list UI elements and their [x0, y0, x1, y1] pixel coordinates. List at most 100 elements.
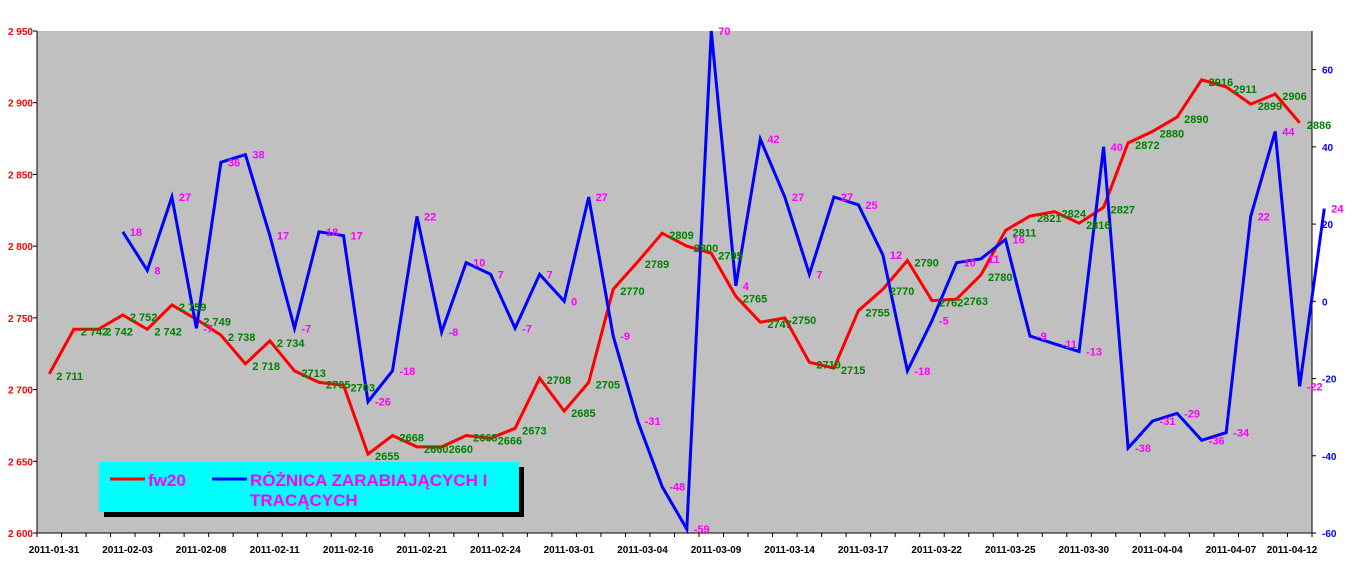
- x-tick-label: 2011-02-16: [323, 545, 374, 556]
- data-label-fw20: 2668: [473, 432, 497, 444]
- data-label-fw20: 2705: [596, 379, 620, 391]
- x-tick-label: 2011-03-01: [544, 545, 595, 556]
- data-label-fw20: 2911: [1233, 84, 1257, 96]
- data-label-roznica: -18: [400, 366, 416, 378]
- data-label-fw20: 2827: [1111, 204, 1135, 216]
- data-label-roznica: 7: [816, 269, 822, 281]
- series-line-roznica: [121, 30, 1326, 535]
- data-label-roznica: 27: [179, 192, 191, 204]
- data-label-fw20: 2 738: [228, 332, 256, 344]
- x-tick-label: 2011-03-04: [617, 545, 668, 556]
- data-label-fw20: 2 742: [154, 326, 182, 338]
- data-label-roznica: 11: [988, 254, 1000, 266]
- legend: fw20 RÓŻNICA ZARABIAJĄCYCH I TRACĄCYCH: [99, 462, 524, 517]
- data-label-roznica: 12: [890, 250, 902, 262]
- data-label-roznica: 25: [865, 200, 877, 212]
- data-label-fw20: 2809: [669, 230, 693, 242]
- data-label-fw20: 2705: [326, 379, 350, 391]
- data-label-roznica: 8: [154, 265, 160, 277]
- x-tick-label: 2011-02-11: [250, 545, 300, 556]
- data-label-fw20: 2 752: [130, 312, 158, 324]
- data-label-roznica: 0: [571, 296, 577, 308]
- left-tick-label: 2 700: [8, 386, 33, 397]
- data-label-fw20: 2872: [1135, 140, 1159, 152]
- data-label-fw20: 2 742: [81, 326, 109, 338]
- x-tick-label: 2011-02-21: [396, 545, 447, 556]
- data-label-roznica: -34: [1233, 428, 1250, 440]
- left-tick-label: 2 650: [8, 457, 33, 468]
- data-label-fw20: 2685: [571, 408, 595, 420]
- data-label-fw20: 2715: [841, 365, 865, 377]
- x-tick-label: 2011-02-24: [470, 545, 521, 556]
- data-label-roznica: 22: [1258, 211, 1270, 223]
- right-tick-label: 0: [1322, 297, 1328, 308]
- data-label-roznica: -38: [1135, 443, 1151, 455]
- data-label-roznica: 4: [743, 281, 750, 293]
- data-label-roznica: -29: [1184, 408, 1200, 420]
- data-label-roznica: 40: [1111, 142, 1123, 154]
- data-label-roznica: 17: [277, 231, 289, 243]
- x-tick-label: 2011-03-25: [985, 545, 1036, 556]
- data-label-fw20: 2 711: [56, 371, 83, 383]
- data-label-fw20: 2719: [816, 359, 840, 371]
- x-tick-label: 2011-03-22: [911, 545, 962, 556]
- data-label-fw20: 2 742: [105, 326, 133, 338]
- left-tick-label: 2 600: [8, 529, 33, 540]
- x-tick-label: 2011-03-09: [691, 545, 742, 556]
- data-label-roznica: 38: [252, 150, 264, 162]
- data-label-roznica: 22: [424, 211, 436, 223]
- data-label-fw20: 2750: [792, 315, 816, 327]
- data-label-roznica: 27: [792, 192, 804, 204]
- data-label-fw20: 2800: [694, 243, 718, 255]
- x-tick-label: 2011-03-14: [764, 545, 815, 556]
- data-label-roznica: 10: [473, 258, 485, 270]
- data-label-roznica: -26: [375, 397, 391, 409]
- data-label-fw20: 2655: [375, 451, 399, 463]
- data-label-fw20: 2713: [301, 368, 325, 380]
- data-label-roznica: 16: [1013, 235, 1025, 247]
- x-tick-label: 2011-03-17: [838, 545, 889, 556]
- data-label-fw20: 2880: [1160, 128, 1184, 140]
- left-tick-label: 2 850: [8, 170, 33, 181]
- data-label-fw20: 2762: [939, 298, 963, 310]
- data-label-fw20: 2821: [1037, 213, 1061, 225]
- data-label-roznica: 7: [547, 269, 553, 281]
- data-label-fw20: 2666: [498, 435, 522, 447]
- data-label-fw20: 2747: [767, 319, 791, 331]
- data-label-roznica: 10: [963, 258, 975, 270]
- right-tick-label: 60: [1322, 66, 1334, 77]
- data-label-roznica: -7: [301, 323, 311, 335]
- data-label-fw20: 2763: [963, 296, 987, 308]
- right-tick-label: -20: [1322, 375, 1337, 386]
- x-tick-label: 2011-02-03: [102, 545, 153, 556]
- x-tick-label: 2011-02-08: [176, 545, 227, 556]
- data-label-roznica: 27: [841, 192, 853, 204]
- right-tick-label: 20: [1322, 220, 1334, 231]
- data-label-roznica: -48: [669, 482, 685, 494]
- data-label-fw20: 2660: [424, 444, 448, 456]
- legend-box: [99, 462, 519, 512]
- left-tick-label: 2 950: [8, 27, 33, 38]
- data-label-roznica: 17: [350, 231, 362, 243]
- data-label-roznica: 44: [1282, 126, 1295, 138]
- left-tick-label: 2 900: [8, 99, 33, 110]
- data-label-fw20: 2 734: [277, 338, 305, 350]
- data-label-roznica: -11: [1062, 339, 1077, 351]
- data-label-roznica: -18: [914, 366, 930, 378]
- data-label-fw20: 2906: [1282, 91, 1306, 103]
- x-tick-label: 2011-04-07: [1206, 545, 1257, 556]
- data-label-fw20: 2795: [718, 250, 742, 262]
- data-label-fw20: 2765: [743, 293, 767, 305]
- data-label-roznica: 70: [718, 26, 730, 38]
- data-label-roznica: -31: [1160, 416, 1176, 428]
- data-label-fw20: 2673: [522, 425, 546, 437]
- plot-area: [37, 31, 1312, 533]
- right-tick-label: -40: [1322, 452, 1337, 463]
- legend-label-roznica-line2: TRACĄCYCH: [250, 491, 358, 510]
- data-label-roznica: 42: [767, 134, 779, 146]
- legend-label-roznica-line1: RÓŻNICA ZARABIAJĄCYCH I: [250, 471, 487, 490]
- data-label-fw20: 2708: [547, 375, 571, 387]
- data-label-roznica: -31: [645, 416, 661, 428]
